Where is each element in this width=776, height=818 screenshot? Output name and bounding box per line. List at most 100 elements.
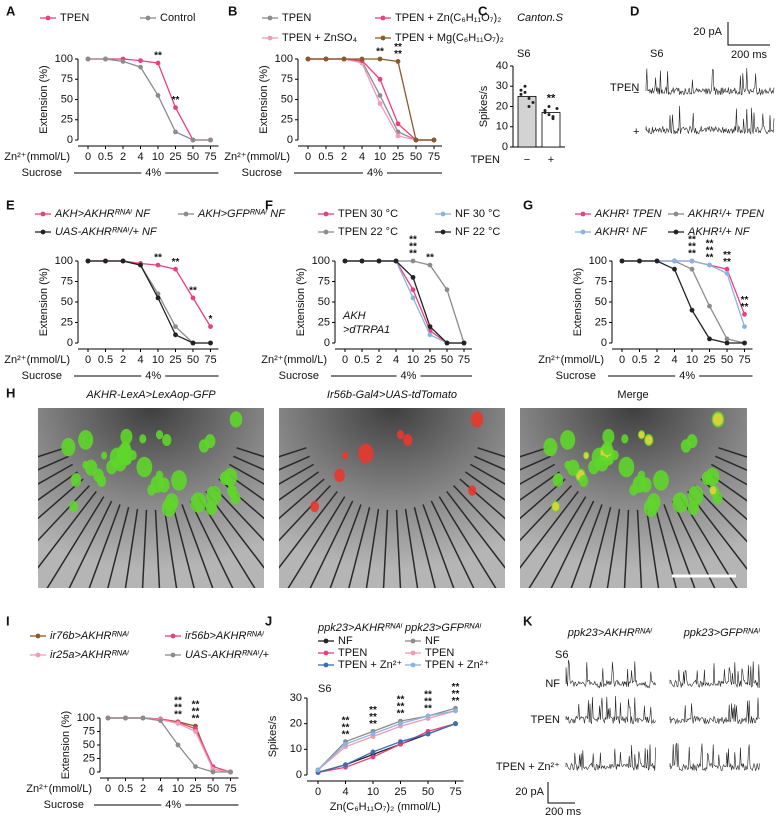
data-point: [305, 56, 311, 62]
data-point: [707, 336, 712, 342]
data-point: [547, 105, 551, 108]
x-tick-label: 10: [152, 354, 164, 366]
x-tick-label: 0: [342, 354, 348, 366]
cell: [120, 441, 131, 456]
series-line: [345, 260, 464, 344]
x-tick-label: 4: [671, 354, 677, 366]
y-tick-label: 100: [275, 53, 293, 65]
legend-marker: [170, 633, 176, 639]
data-point: [155, 262, 161, 268]
trace: [565, 744, 656, 771]
bristle: [710, 463, 747, 486]
cell: [101, 451, 108, 460]
site-label: S6: [517, 48, 530, 60]
data-point: [413, 137, 419, 143]
series-line: [88, 260, 211, 344]
bristle: [38, 471, 78, 501]
data-point: [190, 137, 196, 143]
y-tick-label: 10: [496, 121, 508, 133]
y-tick-label: 0: [324, 337, 330, 349]
legend-marker: [40, 211, 46, 217]
bar: [517, 95, 537, 148]
data-point: [427, 332, 433, 338]
scale-label: 200 ms: [731, 49, 768, 61]
data-point: [427, 324, 433, 329]
cell: [120, 428, 133, 445]
data-point: [724, 266, 730, 272]
significance: **: [192, 714, 200, 725]
data-point: [519, 88, 523, 92]
x-tick-label: 75: [224, 783, 236, 795]
cell: [621, 434, 629, 444]
data-point: [527, 96, 531, 100]
bristle: [46, 496, 105, 588]
bristle: [163, 508, 178, 588]
data-point: [341, 56, 347, 62]
data-point: [555, 107, 559, 111]
panel-label: I: [6, 613, 10, 628]
data-point: [173, 332, 178, 338]
bristle: [38, 455, 69, 471]
x-tick-label: 75: [428, 151, 440, 163]
significance: **: [723, 250, 731, 261]
x-tick-label: 10: [374, 151, 386, 163]
row-label: NF: [545, 678, 560, 690]
significance: **: [174, 709, 182, 720]
row-label: TPEN: [531, 714, 560, 726]
bristle: [233, 455, 264, 471]
legend-marker: [35, 652, 41, 658]
cell: [136, 456, 153, 478]
cell: [566, 459, 580, 476]
trace: [645, 68, 775, 96]
cell: [155, 470, 164, 481]
panel-label: D: [630, 3, 639, 18]
cell: [709, 486, 717, 495]
cell: [552, 473, 564, 487]
cell: [606, 455, 614, 465]
y-tick-label: 100: [589, 255, 607, 267]
trace: [669, 742, 760, 772]
data-point: [123, 715, 128, 721]
bristle: [453, 485, 505, 542]
x-tick-label: 2: [120, 151, 126, 163]
bristle: [520, 447, 548, 458]
cell: [712, 413, 724, 426]
y-tick-label: 0: [296, 769, 302, 781]
data-point: [395, 133, 401, 139]
scale-label: 200 ms: [545, 806, 582, 818]
data-point: [155, 295, 161, 301]
cell: [470, 411, 484, 428]
x-tick-label: 50: [187, 151, 199, 163]
y-tick-label: 100: [77, 712, 95, 724]
data-point: [547, 113, 551, 117]
significance: **: [706, 239, 714, 250]
significance: *: [209, 314, 213, 325]
bristle: [623, 509, 630, 588]
bristle: [38, 463, 74, 485]
panel-label: F: [265, 197, 273, 212]
data-point: [173, 105, 178, 110]
bristle: [446, 491, 505, 569]
legend-marker: [323, 662, 329, 668]
legend-marker: [323, 650, 329, 656]
data-point: [689, 266, 695, 272]
y-axis-title: Extension (%): [572, 268, 584, 336]
cell: [171, 470, 187, 491]
bristle: [154, 509, 161, 588]
data-point: [138, 262, 143, 268]
data-point: [395, 121, 401, 127]
bristle: [124, 508, 139, 588]
significance: **: [342, 722, 350, 733]
x-tick-label: 0.5: [318, 151, 333, 163]
trace: [565, 695, 656, 725]
bristle: [107, 506, 130, 588]
legend-label: AKH>AKHRᴿᴺᴬⁱ NF: [54, 208, 151, 220]
cell: [139, 434, 147, 444]
x-tick-label: 50: [207, 783, 219, 795]
bristle: [520, 463, 556, 485]
bristle: [422, 504, 455, 588]
x-tick-label: 4: [157, 783, 163, 795]
data-point: [689, 258, 695, 264]
legend-label: TPEN + ZnSO₄: [282, 32, 358, 44]
